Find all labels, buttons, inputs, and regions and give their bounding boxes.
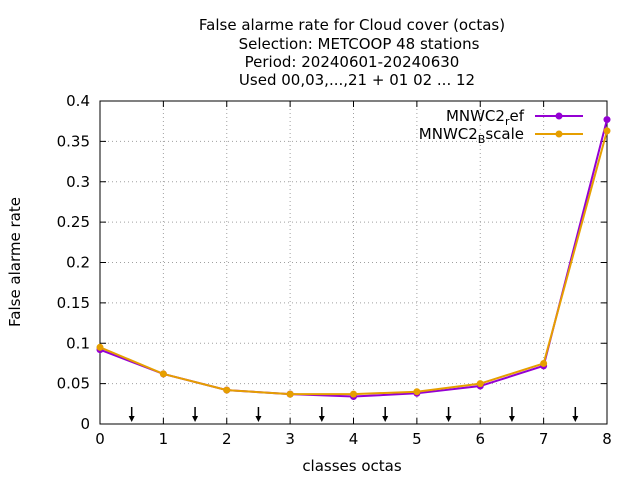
legend-label-2: MNWC2Bscale — [419, 125, 524, 146]
arrow-markers — [128, 407, 579, 422]
arrow-marker-head — [572, 416, 579, 422]
y-tick-label: 0.25 — [57, 213, 90, 231]
x-tick-label: 6 — [475, 430, 485, 448]
axes: 0 0.05 0.1 0.15 0.2 0.25 0.3 0.35 0.4 0 1 2 3 4 5 6 7 8 — [57, 92, 612, 448]
y-tick-label: 0.35 — [57, 132, 90, 150]
x-tick-label: 2 — [222, 430, 232, 448]
series-point-2 — [223, 386, 231, 394]
title-line-1: False alarme rate for Cloud cover (octas… — [199, 16, 505, 34]
arrow-marker-head — [445, 416, 452, 422]
arrow-marker-head — [318, 416, 325, 422]
y-tick-label: 0.15 — [57, 294, 90, 312]
series-point-2 — [476, 380, 484, 388]
y-tick-label: 0.1 — [66, 334, 90, 352]
title-line-3: Period: 20240601-20240630 — [245, 53, 460, 71]
series-point-2 — [540, 359, 548, 367]
x-tick-label: 3 — [285, 430, 295, 448]
arrow-marker-head — [255, 416, 262, 422]
y-tick-label: 0.4 — [66, 92, 90, 110]
y-tick-label: 0.3 — [66, 173, 90, 191]
x-tick-label: 1 — [159, 430, 169, 448]
series-point-1 — [603, 116, 611, 124]
x-tick-label: 0 — [95, 430, 105, 448]
x-tick-label: 8 — [602, 430, 612, 448]
series-point-2 — [350, 390, 357, 398]
legend-label-1: MNWC2ref — [446, 107, 525, 128]
legend-marker-2 — [555, 130, 563, 138]
series-point-2 — [603, 127, 611, 135]
title-line-4: Used 00,03,...,21 + 01 02 ... 12 — [239, 71, 475, 89]
chart-title: False alarme rate for Cloud cover (octas… — [199, 16, 505, 89]
series-point-2 — [413, 388, 421, 396]
title-line-2: Selection: METCOOP 48 stations — [239, 35, 480, 53]
y-tick-label: 0.2 — [66, 254, 90, 272]
x-tick-label: 7 — [539, 430, 549, 448]
arrow-marker-head — [192, 416, 199, 422]
x-tick-label: 4 — [349, 430, 359, 448]
legend-marker-1 — [555, 112, 563, 120]
arrow-marker-head — [508, 416, 515, 422]
arrow-marker-head — [128, 416, 135, 422]
y-axis-label: False alarme rate — [6, 197, 24, 327]
series-point-2 — [96, 343, 104, 351]
grid — [100, 101, 607, 424]
series-point-2 — [286, 390, 294, 398]
x-tick-label: 5 — [412, 430, 422, 448]
plot-frame — [99, 100, 608, 425]
y-tick-label: 0 — [80, 415, 90, 433]
series-point-2 — [159, 370, 167, 378]
arrow-marker-head — [382, 416, 389, 422]
series — [96, 116, 611, 401]
y-tick-label: 0.05 — [57, 375, 90, 393]
x-axis-label: classes octas — [302, 457, 402, 475]
